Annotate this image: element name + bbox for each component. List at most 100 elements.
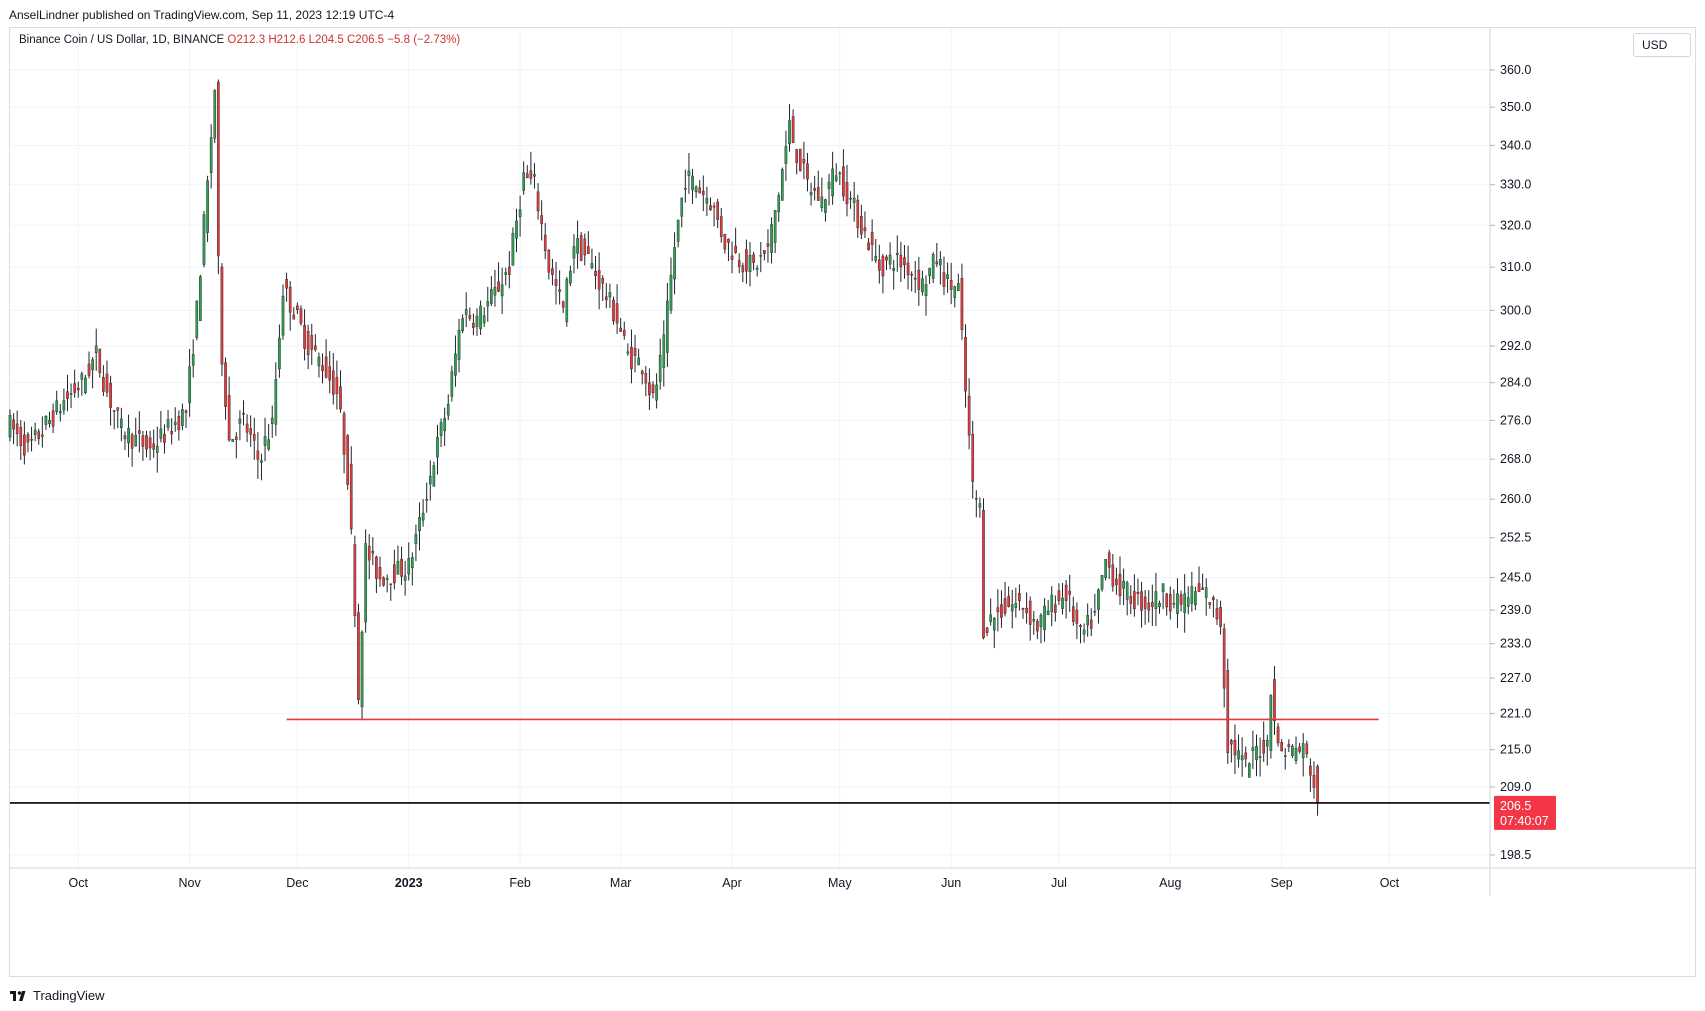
candle-body [267,439,270,450]
candle-body [1208,602,1212,605]
candle-body [446,403,450,416]
chart-frame [9,27,1696,977]
candle-body [152,443,156,450]
candle-body [1248,763,1251,778]
candle-body [597,270,601,290]
candle-body [985,627,989,633]
candle-body [274,379,278,425]
time-tick-label: Dec [286,876,308,890]
candle-body [1280,742,1283,752]
candle-body [1018,593,1021,601]
candle-body [1312,774,1316,788]
candle-body [770,224,773,253]
candle-body [400,558,403,577]
candle-body [885,256,888,261]
candle-body [791,116,795,143]
candle-body [109,382,112,408]
price-tick-label: 245.0 [1500,570,1531,584]
candle-body [321,365,324,372]
candle-body [245,423,249,433]
candle-body [51,410,55,427]
candle-body [533,174,536,177]
candle-body [30,439,33,441]
candle-body [788,120,791,145]
candle-body [881,256,885,277]
candle-body [727,238,730,243]
candle-body [148,437,152,449]
candle-body [737,260,741,267]
candle-body [978,503,982,508]
time-tick-label: Sep [1271,876,1293,890]
candle-body [824,199,827,213]
price-tick-label: 233.0 [1500,637,1531,651]
candle-body [1305,743,1309,754]
candle-body [500,284,504,297]
candle-body [328,366,332,381]
candle-body [1147,602,1151,611]
price-tick-label: 260.0 [1500,492,1531,506]
currency-selector[interactable]: USD [1633,33,1691,57]
price-tick-label: 215.0 [1500,743,1531,757]
candle-body [630,347,633,370]
candle-body [982,510,985,639]
candle-body [202,214,206,265]
candle-body [615,303,619,324]
candle-body [518,209,522,218]
candle-body [849,197,852,200]
candle-body [184,410,188,413]
candle-body [252,434,256,441]
candle-body [33,429,37,435]
candle-body [15,423,19,434]
candle-body [486,301,490,307]
candle-body [1003,598,1007,614]
footer-brand[interactable]: TradingView [33,988,105,1003]
candle-body [1283,755,1287,757]
candle-body [1050,594,1054,612]
candle-body [852,197,856,203]
footer: TradingView [10,988,105,1003]
candle-body [608,292,612,298]
candle-body [1258,756,1262,758]
candle-body [155,445,159,453]
candle-body [931,254,935,279]
candle-body [579,235,583,261]
candle-body [385,578,389,580]
candles [8,79,1319,816]
candle-body [1082,629,1086,635]
candle-body [806,163,809,180]
candle-body [730,255,734,260]
candle-body [924,284,928,296]
candle-body [299,308,303,324]
candle-body [407,558,411,575]
candle-body [687,170,691,176]
candle-body [917,269,921,290]
candle-body [1021,608,1025,610]
candle-body [1255,745,1258,761]
candle-body [626,351,630,354]
price-axis: 360.0 350.0 340.0 330.0 320.0 310.0 300.0 292.0… [1489,28,1531,896]
candle-body [576,238,579,254]
candle-body [220,266,224,365]
candle-body [224,362,227,407]
candle-body [543,234,547,251]
candle-body [378,567,382,580]
candle-body [1000,604,1003,618]
candle-body [529,170,533,179]
candle-body [964,337,967,392]
candle-body [1133,591,1136,610]
candle-body [1240,755,1244,761]
candle-body [382,577,385,586]
candle-body [709,205,712,211]
candle-body [242,413,245,415]
candle-body [102,377,105,392]
candle-body [773,210,777,243]
candle-body [209,137,213,173]
candle-body [569,270,572,284]
candle-body [339,386,342,410]
candle-body [37,431,41,439]
candle-body [23,434,26,456]
candle-body [479,305,482,330]
candle-body [1197,583,1201,592]
candle-body [497,281,500,292]
